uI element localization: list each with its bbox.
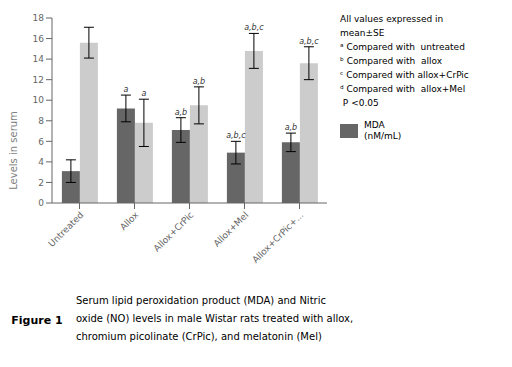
svg-text:Allox+Mel: Allox+Mel: [211, 210, 250, 249]
svg-text:2: 2: [38, 178, 44, 188]
html-text:P <0.05: P <0.05: [340, 98, 379, 108]
svg-text:a,b,c: a,b,c: [299, 37, 319, 46]
html-text:All values expressed in: All values expressed in: [340, 14, 444, 24]
svg-text:a: a: [123, 85, 128, 94]
html-text:mean±SE: mean±SE: [340, 28, 385, 38]
html-text:ᵇ Compared with allox: ᵇ Compared with allox: [340, 56, 442, 66]
svg-text:0: 0: [38, 198, 44, 208]
svg-text:a,b: a,b: [193, 77, 206, 86]
html-text:ᵃ Compared with untreated: ᵃ Compared with untreated: [340, 42, 465, 52]
svg-text:Allox+CrPic+...: Allox+CrPic+...: [250, 210, 305, 265]
svg-text:12: 12: [33, 75, 44, 85]
svg-text:Untreated: Untreated: [46, 210, 85, 249]
html-text:Serum lipid peroxidation produ: Serum lipid peroxidation product (MDA) a…: [76, 295, 326, 306]
html-text:oxide (NO) levels in male Wist: oxide (NO) levels in male Wistar rats tr…: [76, 313, 354, 324]
svg-text:16: 16: [33, 34, 45, 44]
html-text:ᶜ Compared with allox+CrPic: ᶜ Compared with allox+CrPic: [340, 70, 469, 80]
svg-text:4: 4: [38, 157, 44, 167]
svg-text:14: 14: [33, 54, 45, 64]
html-text:chromium picolinate (CrPic), a: chromium picolinate (CrPic), and melaton…: [76, 331, 322, 342]
svg-text:Allox+CrPic: Allox+CrPic: [152, 210, 196, 254]
svg-text:a,b,c: a,b,c: [226, 131, 246, 140]
html-text:MDA: MDA: [364, 120, 385, 130]
svg-text:a: a: [141, 89, 146, 98]
svg-text:10: 10: [33, 95, 45, 105]
html-text:Figure 1: Figure 1: [11, 313, 63, 327]
svg-text:8: 8: [38, 116, 44, 126]
svg-text:Allox: Allox: [118, 209, 141, 232]
svg-text:6: 6: [38, 137, 44, 147]
svg-text:a,b: a,b: [285, 123, 298, 132]
svg-text:Levels in serum: Levels in serum: [8, 111, 19, 190]
html-text:(nM/mL): (nM/mL): [364, 131, 402, 141]
html-text:ᵈ Compared with allox+Mel: ᵈ Compared with allox+Mel: [340, 84, 466, 94]
svg-text:18: 18: [33, 13, 45, 23]
svg-text:a,b,c: a,b,c: [244, 23, 264, 32]
svg-text:a,b: a,b: [175, 108, 188, 117]
